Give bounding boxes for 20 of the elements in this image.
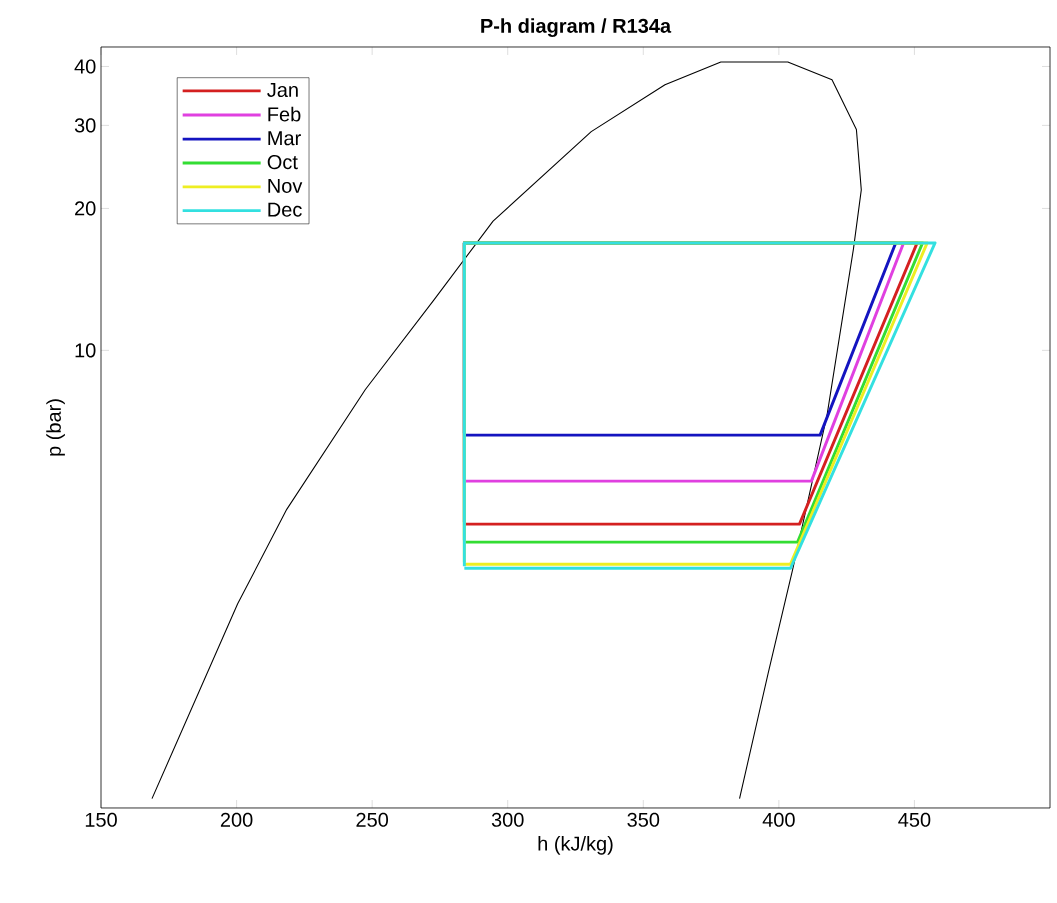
x-tick-label: 400 [762,812,795,827]
x-tick-label: 150 [85,812,117,827]
y-tick-label: 40 [74,59,96,74]
x-tick-label: 250 [356,812,389,827]
legend-label: Oct [267,155,298,170]
y-axis-title: p (bar) [46,399,65,456]
legend-label: Feb [268,106,301,122]
y-tick-label: 10 [75,343,96,358]
legend-label: Nov [268,179,303,193]
x-tick-label: 350 [627,812,660,827]
x-tick-label: 300 [491,812,524,827]
y-tick-label: 20 [75,201,96,216]
x-tick-label: 450 [898,812,931,827]
legend-label: Dec [268,202,302,217]
y-tick-label: 30 [74,118,96,133]
x-tick-label: 200 [220,812,253,827]
chart-title: P-h diagram / R134a [481,18,672,37]
legend-label: Jan [267,83,298,97]
legend-label: Mar [268,131,301,146]
x-axis-title: h (kJ/kg) [538,836,613,855]
